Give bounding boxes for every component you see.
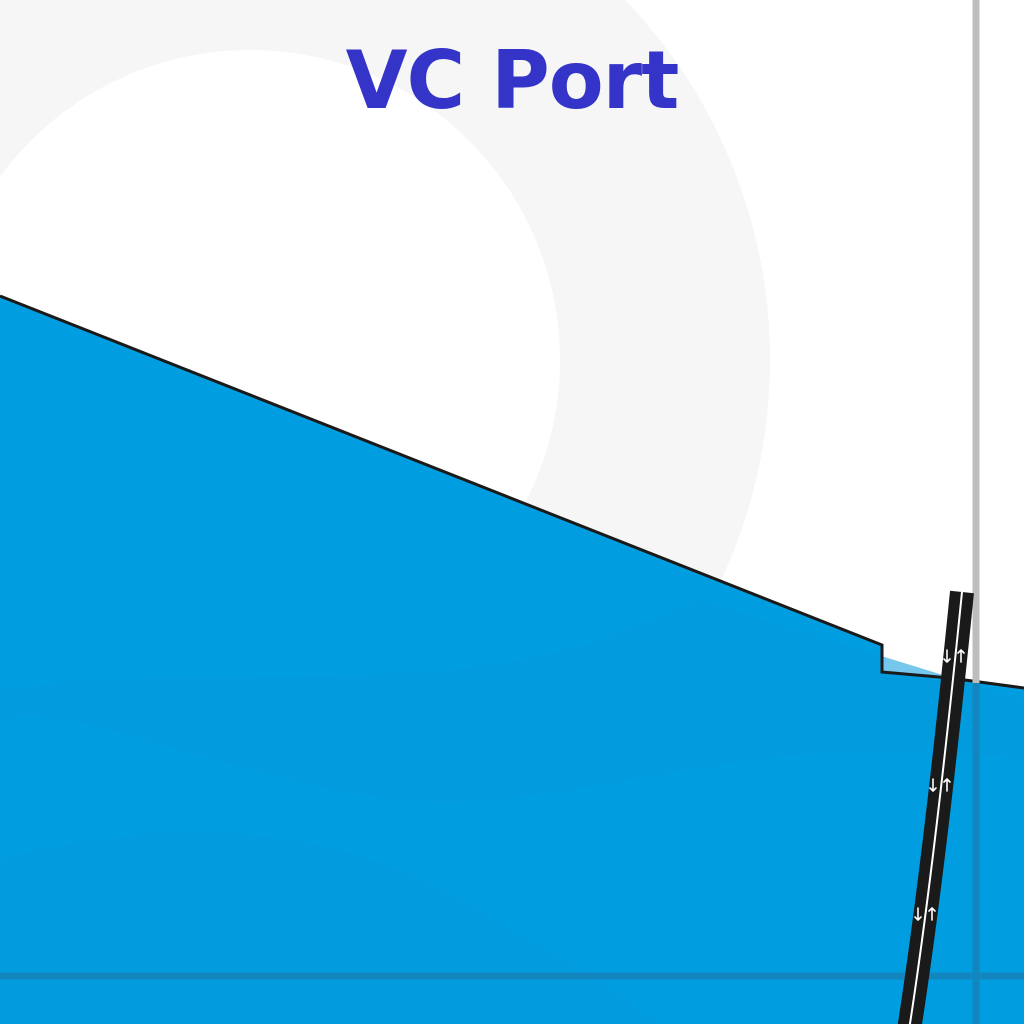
up-arrow-icon [943, 778, 951, 792]
up-arrow-icon [928, 907, 936, 921]
down-arrow-icon [914, 907, 922, 921]
road-center-line [908, 591, 963, 1024]
down-arrow-icon [943, 649, 951, 663]
two-way-road [897, 590, 974, 1024]
water-shade-band [0, 600, 1024, 803]
road-direction-markers [914, 649, 965, 921]
up-arrow-icon [957, 649, 965, 663]
down-arrow-icon [929, 778, 937, 792]
